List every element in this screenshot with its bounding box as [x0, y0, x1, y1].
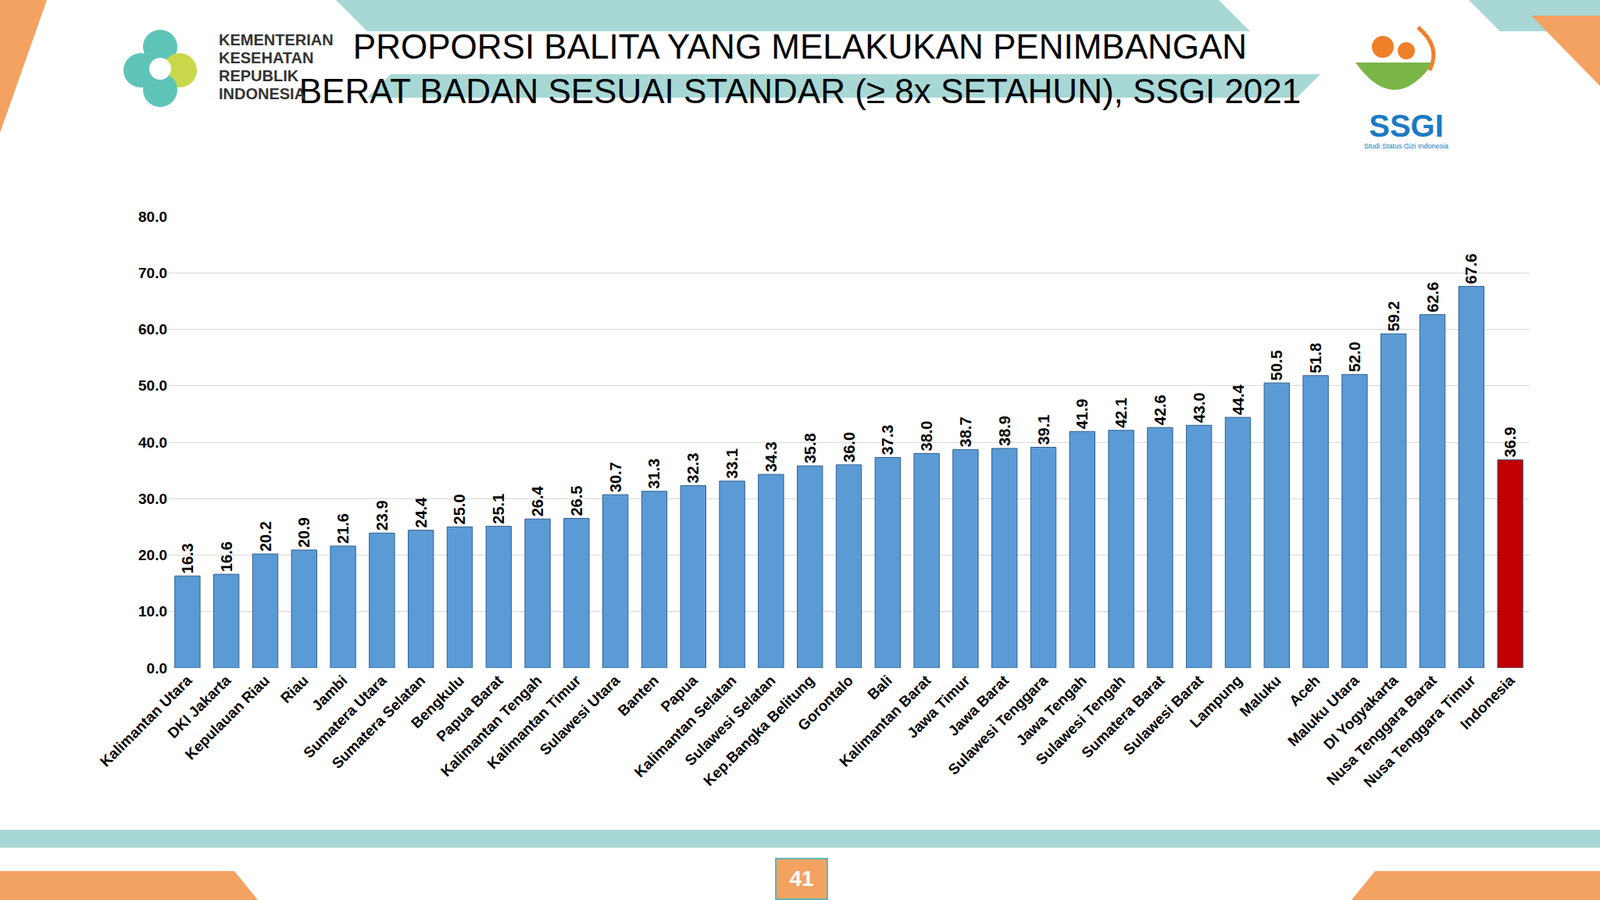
svg-text:Nusa Tenggara Timur: Nusa Tenggara Timur — [1360, 671, 1479, 791]
svg-text:16.3: 16.3 — [178, 542, 197, 574]
svg-text:80.0: 80.0 — [138, 208, 168, 225]
svg-text:Jambi: Jambi — [308, 671, 351, 715]
svg-text:Maluku: Maluku — [1236, 671, 1285, 720]
svg-text:0.0: 0.0 — [146, 660, 168, 677]
svg-text:42.6: 42.6 — [1151, 394, 1169, 425]
svg-text:21.6: 21.6 — [334, 513, 352, 544]
svg-text:Maluku Utara: Maluku Utara — [1284, 671, 1363, 750]
svg-text:36.0: 36.0 — [840, 432, 858, 463]
svg-text:70.0: 70.0 — [138, 264, 168, 282]
svg-text:Sumatera Barat: Sumatera Barat — [1078, 671, 1168, 762]
svg-text:25.1: 25.1 — [489, 493, 508, 525]
svg-text:Aceh: Aceh — [1285, 671, 1324, 710]
svg-text:38.0: 38.0 — [917, 421, 936, 452]
svg-text:PROPORSI BALITA YANG MELAKUKAN: PROPORSI BALITA YANG MELAKUKAN PENIMBANG… — [299, 27, 1302, 111]
svg-text:16.6: 16.6 — [217, 541, 236, 572]
svg-text:30.0: 30.0 — [138, 490, 168, 508]
svg-text:Sulawesi Tenggara: Sulawesi Tenggara — [944, 671, 1051, 779]
svg-text:Sumatera Utara: Sumatera Utara — [300, 671, 390, 761]
svg-text:Lampung: Lampung — [1186, 671, 1246, 731]
svg-text:37.3: 37.3 — [878, 425, 897, 456]
svg-text:Bali: Bali — [864, 671, 895, 703]
svg-text:Indonesia: Indonesia — [1457, 671, 1518, 733]
svg-text:Sulawesi Utara: Sulawesi Utara — [536, 671, 624, 759]
svg-text:60.0: 60.0 — [138, 321, 168, 338]
svg-text:35.8: 35.8 — [801, 432, 819, 464]
svg-text:Jawa Timur: Jawa Timur — [903, 671, 974, 742]
svg-text:59.2: 59.2 — [1385, 300, 1403, 332]
svg-text:Jawa Tengah: Jawa Tengah — [1013, 671, 1090, 749]
svg-text:Sulawesi Tengah: Sulawesi Tengah — [1032, 671, 1129, 768]
svg-text:Kalimantan Utara: Kalimantan Utara — [96, 671, 196, 771]
svg-text:36.9: 36.9 — [1501, 426, 1519, 458]
svg-text:Sumatera Selatan: Sumatera Selatan — [328, 671, 429, 772]
svg-text:20.2: 20.2 — [257, 521, 275, 552]
svg-text:40.0: 40.0 — [138, 434, 168, 451]
svg-text:Papua: Papua — [657, 671, 701, 715]
svg-text:Kep.Bangka Belitung: Kep.Bangka Belitung — [700, 671, 818, 790]
svg-text:DI Yogyakarta: DI Yogyakarta — [1320, 671, 1402, 754]
svg-text:23.9: 23.9 — [373, 500, 391, 531]
svg-text:Sulawesi Selatan: Sulawesi Selatan — [682, 671, 779, 769]
svg-text:20.0: 20.0 — [138, 546, 168, 564]
svg-text:32.3: 32.3 — [684, 453, 702, 484]
svg-text:41.9: 41.9 — [1073, 398, 1091, 429]
svg-text:51.8: 51.8 — [1307, 342, 1325, 374]
svg-text:26.4: 26.4 — [528, 485, 547, 517]
svg-text:Nusa Tenggara Barat: Nusa Tenggara Barat — [1323, 671, 1440, 789]
svg-text:30.7: 30.7 — [607, 461, 625, 493]
svg-text:67.6: 67.6 — [1462, 253, 1480, 285]
svg-text:25.0: 25.0 — [450, 493, 468, 525]
svg-text:26.5: 26.5 — [567, 485, 586, 517]
svg-text:34.3: 34.3 — [762, 441, 780, 472]
svg-text:31.3: 31.3 — [645, 458, 663, 490]
svg-text:33.1: 33.1 — [723, 448, 741, 479]
svg-text:38.7: 38.7 — [957, 416, 975, 447]
svg-text:Kepulauan Riau: Kepulauan Riau — [182, 671, 273, 763]
svg-text:Banten: Banten — [614, 671, 662, 719]
svg-text:38.9: 38.9 — [996, 415, 1014, 447]
svg-text:Kalimantan Selatan: Kalimantan Selatan — [631, 671, 740, 781]
svg-text:50.5: 50.5 — [1267, 350, 1286, 381]
svg-text:62.6: 62.6 — [1424, 282, 1442, 313]
svg-text:Sulawesi Barat: Sulawesi Barat — [1120, 671, 1208, 759]
svg-text:Gorontalo: Gorontalo — [794, 671, 857, 734]
svg-text:44.4: 44.4 — [1229, 383, 1247, 415]
svg-text:Kalimantan Timur: Kalimantan Timur — [483, 671, 585, 773]
svg-text:Jawa Barat: Jawa Barat — [944, 671, 1012, 740]
svg-text:39.1: 39.1 — [1035, 414, 1053, 446]
svg-text:10.0: 10.0 — [138, 603, 168, 620]
svg-text:43.0: 43.0 — [1190, 392, 1208, 423]
svg-text:Bengkulu: Bengkulu — [407, 671, 468, 732]
svg-text:Papua Barat: Papua Barat — [433, 671, 508, 746]
svg-text:DKI Jakarta: DKI Jakarta — [164, 671, 234, 742]
svg-text:Kalimantan Barat: Kalimantan Barat — [835, 671, 935, 771]
svg-text:52.0: 52.0 — [1346, 341, 1364, 372]
svg-text:Riau: Riau — [277, 671, 312, 707]
svg-text:20.9: 20.9 — [295, 517, 313, 548]
svg-text:42.1: 42.1 — [1112, 397, 1130, 429]
svg-text:24.4: 24.4 — [412, 496, 430, 529]
svg-text:Kalimantan Tengah: Kalimantan Tengah — [437, 671, 546, 780]
svg-text:50.0: 50.0 — [138, 377, 168, 394]
